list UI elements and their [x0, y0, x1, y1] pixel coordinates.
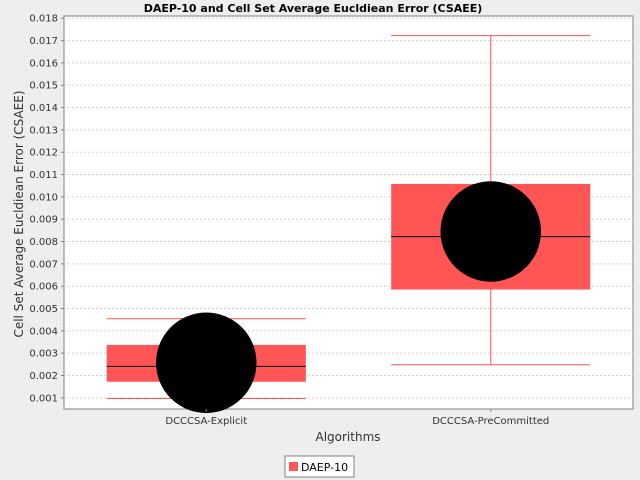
gridlines: [64, 17, 633, 399]
y-axis: 0.001 0.002 0.003 0.004 0.005 0.006 0.007 0.008…: [29, 14, 64, 404]
y-tick-label: 0.017: [29, 36, 58, 47]
legend-swatch: [289, 462, 298, 471]
y-tick-label: 0.009: [29, 215, 58, 226]
y-tick-label: 0.016: [29, 58, 58, 69]
boxes: [106, 35, 591, 414]
x-axis: DCCCSA-Explicit DCCCSA-PreCommitted: [165, 409, 549, 427]
legend: DAEP-10: [284, 455, 355, 478]
mean-marker: [156, 312, 257, 414]
legend-label: DAEP-10: [301, 461, 348, 474]
x-category-label: DCCCSA-PreCommitted: [432, 416, 549, 427]
y-tick-label: 0.013: [29, 125, 58, 136]
y-tick-label: 0.001: [29, 393, 58, 404]
x-axis-title: Algorithms: [315, 430, 380, 444]
y-tick-label: 0.015: [29, 81, 58, 92]
mean-marker: [440, 181, 541, 282]
y-tick-label: 0.006: [29, 282, 58, 293]
y-tick-label: 0.014: [29, 103, 58, 114]
y-tick-label: 0.005: [29, 304, 58, 315]
y-tick-label: 0.003: [29, 349, 58, 360]
chart-title: DAEP-10 and Cell Set Average Eucldiean E…: [144, 2, 483, 15]
y-axis-title: Cell Set Average Eucldiean Error (CSAEE): [12, 90, 26, 337]
y-tick-label: 0.007: [29, 259, 58, 270]
y-tick-label: 0.010: [29, 192, 58, 203]
y-tick-label: 0.011: [29, 170, 58, 181]
box-dcccsa-precommitted: [391, 35, 591, 366]
y-tick-label: 0.018: [29, 14, 58, 25]
box-dcccsa-explicit: [106, 312, 306, 414]
y-tick-label: 0.008: [29, 237, 58, 248]
y-tick-label: 0.002: [29, 371, 58, 382]
y-tick-label: 0.012: [29, 148, 58, 159]
x-category-label: DCCCSA-Explicit: [165, 416, 247, 427]
y-tick-label: 0.004: [29, 326, 58, 337]
legend-box: [284, 455, 355, 478]
